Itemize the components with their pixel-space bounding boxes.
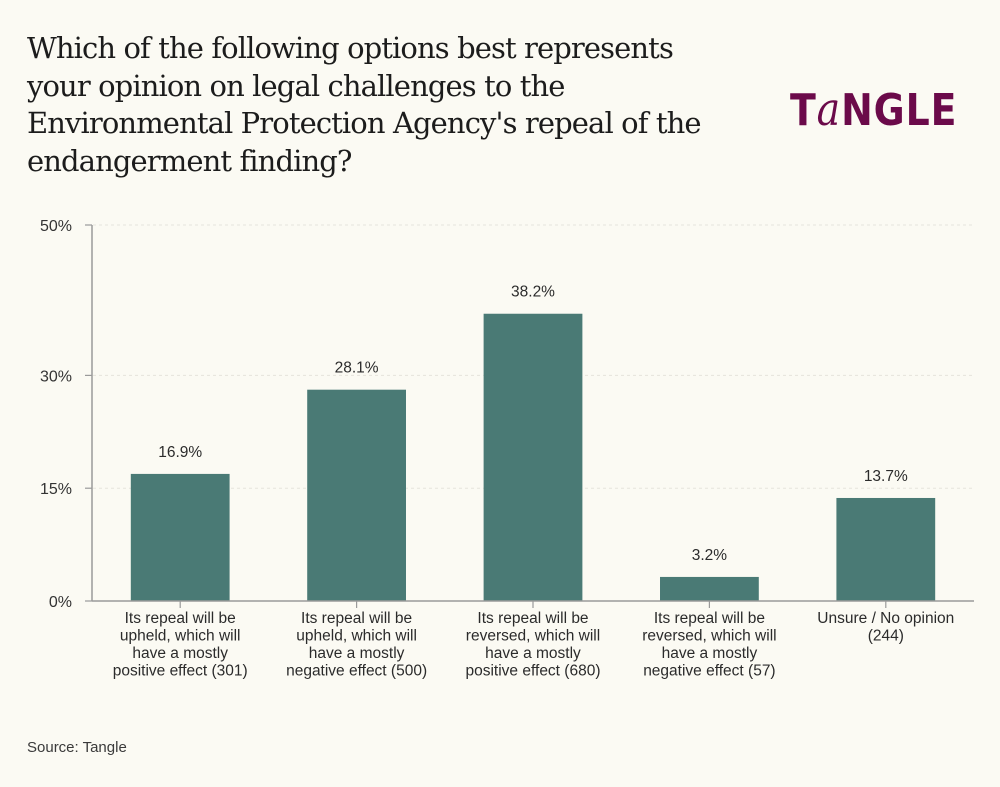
x-tick-label: positive effect (301) bbox=[113, 663, 248, 680]
x-tick-label: Unsure / No opinion bbox=[817, 610, 954, 627]
y-tick-label: 30% bbox=[40, 368, 72, 385]
x-tick-label: upheld, which will bbox=[120, 628, 241, 645]
x-tick-label: reversed, which will bbox=[466, 628, 600, 645]
x-tick-label: negative effect (57) bbox=[643, 663, 775, 680]
x-tick-label: Its repeal will be bbox=[477, 610, 588, 627]
x-tick-label: positive effect (680) bbox=[466, 663, 601, 680]
x-tick-label: upheld, which will bbox=[296, 628, 417, 645]
labels: 0%15%30%50%16.9%Its repeal will beupheld… bbox=[40, 218, 954, 680]
bar bbox=[836, 497, 936, 601]
x-tick-label: have a mostly bbox=[485, 645, 581, 662]
chart-title: Which of the following options best repr… bbox=[27, 31, 702, 178]
y-tick-label: 15% bbox=[40, 481, 72, 498]
data-label: 38.2% bbox=[511, 284, 555, 301]
x-tick-label: Its repeal will be bbox=[125, 610, 236, 627]
tangle-logo: TaNGLE bbox=[790, 82, 958, 136]
y-tick-label: 0% bbox=[49, 594, 72, 611]
data-label: 13.7% bbox=[864, 468, 908, 485]
bar bbox=[660, 576, 759, 601]
data-label: 28.1% bbox=[335, 360, 379, 377]
axes bbox=[85, 224, 974, 608]
x-tick-label: (244) bbox=[868, 628, 904, 645]
source-note: Source: Tangle bbox=[27, 739, 127, 756]
x-tick-label: have a mostly bbox=[132, 645, 228, 662]
x-tick-label: negative effect (500) bbox=[286, 663, 427, 680]
bars bbox=[130, 313, 936, 601]
data-label: 3.2% bbox=[692, 547, 728, 564]
data-label: 16.9% bbox=[158, 444, 202, 461]
x-tick-label: have a mostly bbox=[309, 645, 405, 662]
bar bbox=[130, 473, 230, 601]
y-tick-label: 50% bbox=[40, 218, 72, 235]
bar bbox=[307, 389, 406, 601]
x-tick-label: Its repeal will be bbox=[654, 610, 765, 627]
x-tick-label: have a mostly bbox=[662, 645, 758, 662]
bar bbox=[483, 313, 583, 601]
x-tick-label: reversed, which will bbox=[642, 628, 776, 645]
x-tick-label: Its repeal will be bbox=[301, 610, 412, 627]
